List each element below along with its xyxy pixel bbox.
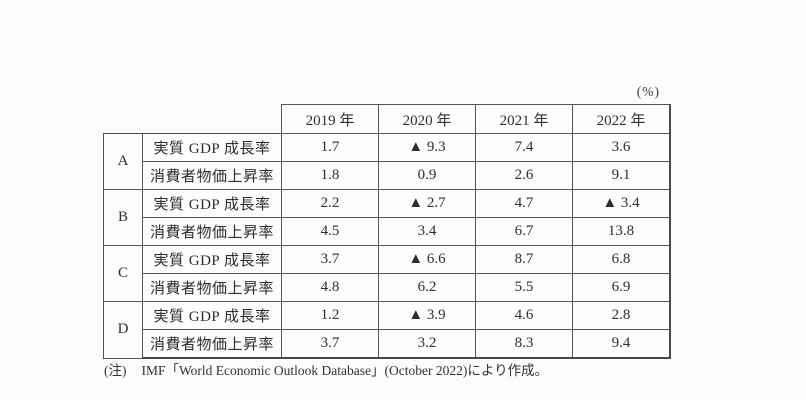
value-cell: 7.4 (475, 133, 573, 162)
value-cell: 8.3 (475, 329, 573, 359)
header-spacer (143, 105, 282, 134)
value-cell: 4.8 (281, 273, 379, 302)
value-cell: 3.7 (281, 329, 379, 359)
indicator-label-cpi: 消費者物価上昇率 (142, 161, 282, 190)
table-row: A 実質 GDP 成長率 1.7 ▲ 9.3 7.4 3.6 (103, 133, 671, 190)
country-label-b: B (103, 189, 143, 246)
indicator-label-cpi: 消費者物価上昇率 (142, 273, 282, 302)
value-cell: 6.8 (572, 245, 671, 274)
year-header-2021: 2021 年 (475, 104, 573, 134)
table-row: 消費者物価上昇率 1.8 0.9 2.6 9.1 (104, 161, 671, 190)
value-cell: 9.1 (572, 161, 671, 190)
value-cell: 0.9 (378, 161, 476, 190)
indicator-label-cpi: 消費者物価上昇率 (142, 217, 282, 246)
value-cell: 1.2 (281, 301, 379, 330)
unit-percent-label: (%) (636, 84, 660, 99)
value-cell: 9.4 (572, 329, 671, 359)
year-header-2019: 2019 年 (281, 104, 379, 134)
value-cell: 2.2 (281, 189, 379, 218)
year-header-2020: 2020 年 (378, 104, 476, 134)
note-text: IMF「World Economic Outlook Database」(Oct… (141, 363, 549, 378)
header-spacer (104, 105, 143, 134)
indicator-label-gdp: 実質 GDP 成長率 (142, 189, 282, 218)
value-cell: 6.2 (378, 273, 476, 302)
table-row: 消費者物価上昇率 4.5 3.4 6.7 13.8 (104, 217, 671, 246)
value-cell: 4.7 (475, 189, 573, 218)
indicator-label-gdp: 実質 GDP 成長率 (142, 301, 282, 330)
value-cell: ▲ 2.7 (378, 189, 476, 218)
note-prefix: (注) (104, 363, 127, 378)
value-cell: 5.5 (475, 273, 573, 302)
value-cell: 1.7 (281, 133, 379, 162)
value-cell: 6.9 (572, 273, 671, 302)
value-cell: 1.8 (281, 161, 379, 190)
country-label-c: C (103, 245, 143, 302)
table-row: D 実質 GDP 成長率 1.2 ▲ 3.9 4.6 2.8 (103, 301, 671, 359)
value-cell: ▲ 3.9 (378, 301, 476, 330)
value-cell: 13.8 (572, 217, 671, 246)
economic-indicators-table: 2019 年 2020 年 2021 年 2022 年 A 実質 GDP 成長率… (103, 104, 671, 359)
value-cell: 3.6 (572, 133, 671, 162)
value-cell: 2.8 (572, 301, 671, 330)
source-note: (注) IMF「World Economic Outlook Database」… (104, 359, 548, 379)
value-cell: 4.6 (475, 301, 573, 330)
table-row: 消費者物価上昇率 4.8 6.2 5.5 6.9 (104, 273, 671, 302)
indicator-label-cpi: 消費者物価上昇率 (142, 329, 282, 359)
value-cell: 8.7 (475, 245, 573, 274)
value-cell: 3.7 (281, 245, 379, 274)
value-cell: ▲ 9.3 (378, 133, 476, 162)
country-label-a: A (103, 133, 143, 190)
country-label-d: D (103, 301, 143, 359)
year-header-row: 2019 年 2020 年 2021 年 2022 年 (104, 104, 671, 134)
indicator-label-gdp: 実質 GDP 成長率 (142, 133, 282, 162)
table-row: B 実質 GDP 成長率 2.2 ▲ 2.7 4.7 ▲ 3.4 (103, 189, 671, 246)
year-header-2022: 2022 年 (572, 104, 671, 134)
value-cell: 6.7 (475, 217, 573, 246)
value-cell: 4.5 (281, 217, 379, 246)
value-cell: ▲ 6.6 (378, 245, 476, 274)
indicator-label-gdp: 実質 GDP 成長率 (142, 245, 282, 274)
table-row: 消費者物価上昇率 3.7 3.2 8.3 9.4 (104, 329, 671, 359)
value-cell: ▲ 3.4 (572, 189, 671, 218)
value-cell: 3.2 (378, 329, 476, 359)
value-cell: 3.4 (378, 217, 476, 246)
value-cell: 2.6 (475, 161, 573, 190)
table-row: C 実質 GDP 成長率 3.7 ▲ 6.6 8.7 6.8 (103, 245, 671, 302)
